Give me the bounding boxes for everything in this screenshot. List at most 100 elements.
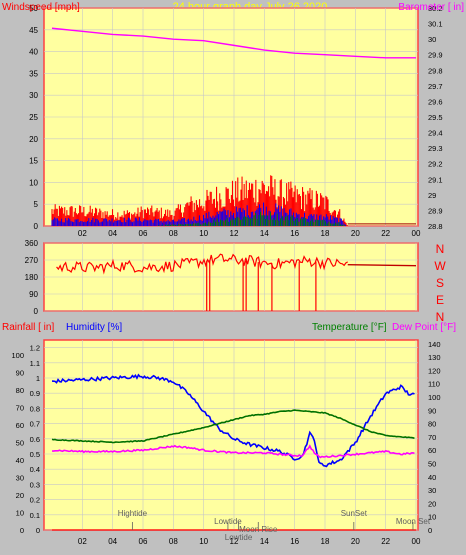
wind-axis-label: Windspeed [mph] — [2, 2, 80, 13]
compass-label: E — [436, 293, 444, 307]
rain-tick-label: 0.6 — [30, 435, 40, 444]
time-tick-label: 22 — [381, 537, 390, 546]
humidity-tick-label: 100 — [11, 351, 24, 360]
humidity-tick-label: 50 — [16, 439, 24, 448]
baro-tick-label: 29 — [428, 191, 436, 200]
wind-tick-label: 35 — [29, 69, 38, 78]
time-tick-label: 16 — [290, 537, 299, 546]
event-label: Lowtide — [214, 517, 242, 526]
compass-label: S — [436, 276, 444, 290]
baro-tick-label: 28.8 — [428, 222, 443, 231]
baro-tick-label: 29.7 — [428, 82, 443, 91]
time-tick-label: 10 — [199, 537, 208, 546]
rain-tick-label: 1.2 — [30, 344, 40, 353]
direction-tick-label: 0 — [34, 307, 39, 316]
temp-tick-label: 30 — [428, 486, 436, 495]
temp-tick-label: 110 — [428, 380, 440, 389]
temp-tick-label: 130 — [428, 353, 441, 362]
wind-tick-label: 25 — [29, 113, 38, 122]
temp-tick-label: 70 — [428, 433, 436, 442]
humidity-tick-label: 40 — [16, 456, 24, 465]
wind-tick-label: 0 — [34, 222, 39, 231]
event-label: SunSet — [341, 509, 368, 518]
direction-line — [56, 253, 349, 275]
time-tick-label: 04 — [108, 229, 117, 238]
event-label: Moon Set — [396, 517, 431, 526]
rain-tick-label: 1 — [36, 374, 40, 383]
direction-tail-line — [347, 264, 417, 267]
humidity-tick-label: 80 — [16, 386, 24, 395]
time-tick-label: 06 — [139, 537, 148, 546]
dewpoint-axis-label: Dew Point [°F] — [392, 322, 456, 333]
wind-tick-label: 15 — [29, 157, 38, 166]
humidity-line — [51, 373, 415, 468]
wind-tick-label: 20 — [29, 135, 38, 144]
baro-tick-label: 29.8 — [428, 66, 443, 75]
time-tick-label: 02 — [78, 537, 87, 546]
humidity-tick-label: 70 — [16, 404, 24, 413]
wind-tick-label: 45 — [29, 26, 38, 35]
rain-tick-label: 0.8 — [30, 404, 40, 413]
compass-label: N — [436, 242, 445, 256]
temp-tick-label: 60 — [428, 446, 436, 455]
baro-tick-label: 29.4 — [428, 129, 443, 138]
rain-tick-label: 0 — [36, 526, 40, 535]
humidity-tick-label: 30 — [16, 474, 24, 483]
event-label: Moon Rise — [239, 525, 278, 534]
time-tick-label: 06 — [139, 229, 148, 238]
humidity-tick-label: 60 — [16, 421, 24, 430]
wind-tick-label: 10 — [29, 178, 38, 187]
time-tick-label: 00 — [412, 537, 421, 546]
time-tick-label: 14 — [260, 537, 269, 546]
barometer-line — [51, 27, 416, 59]
temp-tick-label: 120 — [428, 366, 441, 375]
time-tick-label: 12 — [230, 229, 239, 238]
baro-tick-label: 29.9 — [428, 51, 443, 60]
time-tick-label: 00 — [412, 229, 421, 238]
wind-tick-label: 30 — [29, 91, 38, 100]
direction-tick-label: 180 — [25, 273, 39, 282]
baro-tick-label: 29.1 — [428, 175, 443, 184]
time-tick-label: 18 — [321, 537, 330, 546]
event-label: Hightide — [118, 509, 148, 518]
temp-tick-label: 50 — [428, 460, 436, 469]
baro-tick-label: 30 — [428, 35, 436, 44]
rain-tick-label: 0.9 — [30, 389, 40, 398]
time-tick-label: 08 — [169, 537, 178, 546]
rain-tick-label: 1.1 — [30, 359, 40, 368]
direction-tick-label: 270 — [25, 256, 39, 265]
rain-tick-label: 0.4 — [30, 465, 40, 474]
time-tick-label: 20 — [351, 229, 360, 238]
time-tick-label: 12 — [230, 537, 239, 546]
baro-tick-label: 29.5 — [428, 113, 443, 122]
humidity-tick-label: 10 — [16, 509, 24, 518]
wind-tick-label: 5 — [34, 200, 39, 209]
temp-tick-label: 90 — [428, 406, 436, 415]
direction-tick-label: 90 — [29, 290, 38, 299]
baro-tick-label: 29.3 — [428, 144, 443, 153]
temperature-line — [51, 409, 415, 444]
baro-tick-label: 29.6 — [428, 97, 443, 106]
time-tick-label: 20 — [351, 537, 360, 546]
time-tick-label: 14 — [260, 229, 269, 238]
baro-tick-label: 30.1 — [428, 20, 443, 29]
humidity-tick-label: 20 — [16, 491, 24, 500]
temp-tick-label: 140 — [428, 340, 441, 349]
compass-label: N — [436, 310, 445, 324]
rain-axis-label: Rainfall [ in] — [2, 322, 54, 333]
rain-tick-label: 0.1 — [30, 511, 40, 520]
time-tick-label: 10 — [199, 229, 208, 238]
rain-tick-label: 0.5 — [30, 450, 40, 459]
baro-tick-label: 29.2 — [428, 160, 443, 169]
rain-tick-label: 0.3 — [30, 480, 40, 489]
direction-tick-label: 360 — [25, 239, 39, 248]
humidity-axis-label: Humidity [%] — [66, 322, 122, 333]
temp-tick-label: 0 — [428, 526, 432, 535]
baro-tick-label: 28.9 — [428, 206, 443, 215]
temp-panel-frame — [43, 339, 419, 531]
temp-tick-label: 40 — [428, 473, 436, 482]
humidity-tick-label: 90 — [16, 369, 24, 378]
temp-tick-label: 10 — [428, 513, 436, 522]
compass-label: W — [434, 259, 446, 273]
